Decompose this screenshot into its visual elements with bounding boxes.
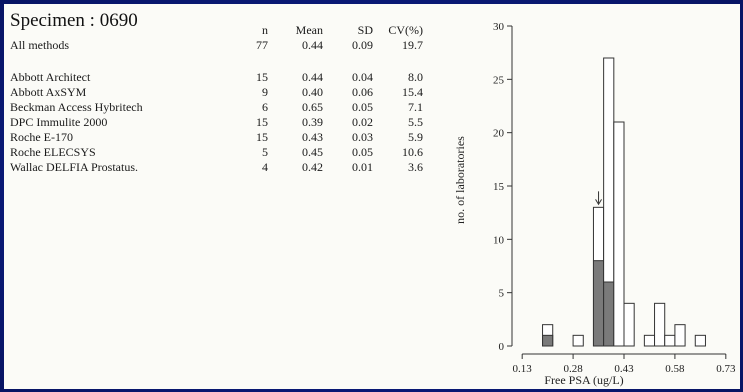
header-mean: Mean — [295, 23, 323, 37]
sd-value: 0.01 — [352, 160, 373, 174]
sd-value: 0.05 — [352, 145, 373, 159]
method-name: Wallac DELFIA Prostatus. — [10, 160, 139, 174]
sd-value: 0.02 — [352, 115, 373, 129]
x-tick-label: 0.73 — [716, 363, 736, 375]
cv-value: 10.6 — [402, 145, 423, 159]
mean-value: 0.40 — [302, 85, 323, 99]
cv-value: 15.4 — [402, 85, 423, 99]
table-row: Roche ELECSYS 5 0.45 0.05 10.6 — [10, 145, 423, 160]
table-header-row: n Mean SD CV(%) — [10, 14, 423, 38]
x-tick-label: 0.13 — [513, 363, 533, 375]
x-tick-label: 0.58 — [665, 363, 685, 375]
sd-value: 0.04 — [352, 70, 373, 84]
y-tick-label: 10 — [493, 234, 505, 246]
n-value: 6 — [262, 100, 268, 114]
histogram-bar — [613, 121, 625, 347]
histogram-bar — [654, 302, 666, 347]
y-tick-label: 5 — [499, 288, 505, 300]
mean-value: 0.39 — [302, 115, 323, 129]
n-value: 15 — [256, 70, 268, 84]
histogram-bar — [572, 334, 584, 347]
x-axis-label: Free PSA (ug/L) — [544, 373, 623, 387]
header-sd: SD — [357, 23, 373, 37]
cv-value: 7.1 — [408, 100, 423, 114]
histogram-bar-highlighted — [603, 281, 615, 347]
free-psa-histogram: no. of laboratories Free PSA (ug/L) 0 5 10… — [453, 21, 736, 387]
histogram-bar — [623, 302, 635, 347]
histogram-bar-highlighted — [592, 260, 605, 347]
y-tick-label: 0 — [499, 341, 505, 353]
n-value: 5 — [262, 145, 268, 159]
table-row: Abbott Architect 15 0.44 0.04 8.0 — [10, 70, 423, 85]
cv-value: 8.0 — [408, 70, 423, 84]
sd-value: 0.09 — [352, 38, 373, 52]
method-name: Abbott Architect — [10, 70, 91, 84]
cv-value: 5.9 — [408, 130, 423, 144]
x-tick-label: 0.43 — [614, 363, 634, 375]
n-value: 77 — [256, 38, 268, 52]
cv-value: 19.7 — [402, 38, 423, 52]
n-value: 9 — [262, 85, 268, 99]
table-row: Roche E-170 15 0.43 0.03 5.9 — [10, 130, 423, 145]
method-name: Roche E-170 — [10, 130, 73, 144]
mean-value: 0.65 — [302, 100, 323, 114]
mean-value: 0.44 — [302, 70, 323, 84]
cv-value: 3.6 — [408, 160, 423, 174]
mean-value: 0.45 — [302, 145, 323, 159]
method-statistics-table: n Mean SD CV(%) All methods 77 0.44 0.09… — [10, 14, 423, 175]
n-value: 15 — [256, 130, 268, 144]
method-name: DPC Immulite 2000 — [10, 115, 108, 129]
n-value: 15 — [256, 115, 268, 129]
cv-value: 5.5 — [408, 115, 423, 129]
table-row: Abbott AxSYM 9 0.40 0.06 15.4 — [10, 85, 423, 100]
header-n: n — [262, 23, 268, 37]
x-tick-label: 0.28 — [563, 363, 583, 375]
mean-value: 0.44 — [302, 38, 323, 52]
y-tick-label: 30 — [493, 21, 505, 33]
histogram-bar — [694, 334, 706, 347]
specimen-label: Specimen : 0690 — [10, 10, 138, 31]
table-spacer — [10, 53, 423, 70]
y-tick-label: 20 — [493, 128, 505, 140]
header-cv: CV(%) — [388, 23, 423, 37]
method-name: Beckman Access Hybritech — [10, 100, 143, 114]
sd-value: 0.05 — [352, 100, 373, 114]
mean-value: 0.43 — [302, 130, 323, 144]
histogram-bar — [643, 334, 656, 347]
method-name: Roche ELECSYS — [10, 145, 96, 159]
histogram-bar — [664, 334, 676, 347]
n-value: 4 — [262, 160, 268, 174]
table-row: Beckman Access Hybritech 6 0.65 0.05 7.1 — [10, 100, 423, 115]
report-sheet: Specimen : 0690 n Mean SD CV(%) All meth… — [4, 4, 740, 389]
y-axis-label: no. of laboratories — [453, 136, 467, 224]
y-tick-label: 25 — [493, 74, 505, 86]
sd-value: 0.03 — [352, 130, 373, 144]
sd-value: 0.06 — [352, 85, 373, 99]
target-value-arrow-icon — [595, 199, 602, 206]
table-row: Wallac DELFIA Prostatus. 4 0.42 0.01 3.6 — [10, 160, 423, 175]
histogram-bar-highlighted — [542, 334, 554, 347]
y-tick-label: 15 — [493, 181, 505, 193]
method-name: Abbott AxSYM — [10, 85, 87, 99]
table-row-all-methods: All methods 77 0.44 0.09 19.7 — [10, 38, 423, 53]
histogram-bar — [674, 324, 686, 347]
header-spacer — [10, 14, 242, 38]
table-row: DPC Immulite 2000 15 0.39 0.02 5.5 — [10, 115, 423, 130]
method-name: All methods — [10, 38, 69, 52]
mean-value: 0.42 — [302, 160, 323, 174]
